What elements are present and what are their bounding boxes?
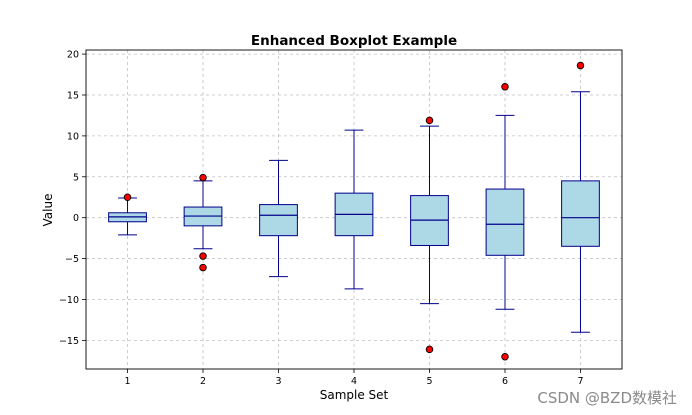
grid-lines bbox=[86, 50, 622, 369]
y-tick-label: 10 bbox=[67, 131, 79, 142]
box-group-5 bbox=[410, 116, 449, 354]
outlier-point bbox=[199, 173, 207, 182]
x-tick-label: 6 bbox=[502, 376, 508, 387]
x-tick-label: 7 bbox=[577, 376, 583, 387]
outlier-point bbox=[425, 345, 434, 354]
box-group-3 bbox=[259, 159, 298, 278]
x-axis-label: Sample Set bbox=[320, 388, 389, 402]
iqr-box bbox=[259, 204, 298, 237]
box-group-7 bbox=[561, 61, 600, 333]
x-tick-label: 4 bbox=[351, 376, 357, 387]
outlier-point bbox=[199, 252, 207, 260]
y-tick-label: 0 bbox=[73, 213, 79, 224]
box-group-1 bbox=[108, 193, 147, 236]
y-axis-label: Value bbox=[41, 194, 55, 227]
x-axis-ticks: 1 2 3 4 5 6 7 bbox=[124, 369, 584, 387]
x-tick-label: 2 bbox=[200, 376, 206, 387]
y-tick-label: −15 bbox=[59, 336, 79, 347]
y-tick-label: 5 bbox=[73, 172, 79, 183]
y-axis-ticks: −15 −10 −5 0 5 10 15 20 bbox=[59, 50, 86, 347]
outlier-point bbox=[425, 116, 434, 125]
outlier-point bbox=[501, 352, 509, 361]
y-tick-label: 15 bbox=[67, 90, 79, 101]
x-tick-label: 1 bbox=[124, 376, 130, 387]
outlier-point bbox=[199, 263, 207, 272]
watermark-text: CSDN @BZD数模社 bbox=[537, 389, 677, 407]
boxes bbox=[108, 61, 600, 361]
iqr-box bbox=[485, 188, 525, 256]
outlier-point bbox=[576, 61, 585, 70]
box-group-6 bbox=[485, 83, 525, 361]
box-group-2 bbox=[183, 173, 223, 272]
box-group-4 bbox=[334, 129, 374, 290]
chart-title: Enhanced Boxplot Example bbox=[251, 33, 457, 49]
x-tick-label: 5 bbox=[426, 376, 432, 387]
y-tick-label: −10 bbox=[59, 295, 79, 306]
outlier-point bbox=[501, 83, 509, 91]
iqr-box bbox=[561, 180, 600, 247]
outlier-point bbox=[123, 193, 132, 201]
y-tick-label: −5 bbox=[65, 254, 79, 265]
x-tick-label: 3 bbox=[275, 376, 281, 387]
y-tick-label: 20 bbox=[67, 50, 79, 61]
